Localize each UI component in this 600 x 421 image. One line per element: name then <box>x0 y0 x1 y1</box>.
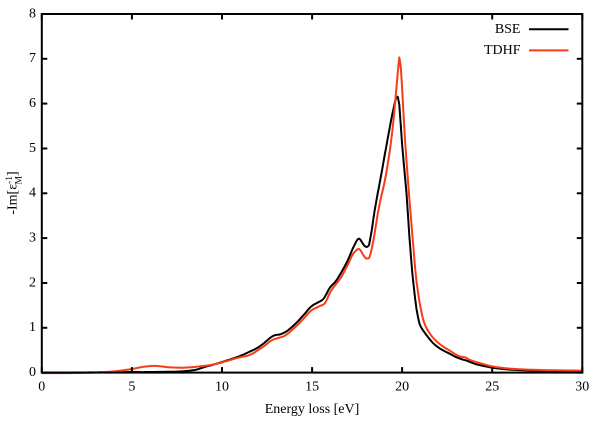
svg-text:8: 8 <box>29 6 36 21</box>
svg-text:BSE: BSE <box>495 22 521 37</box>
svg-text:25: 25 <box>485 380 499 395</box>
svg-text:20: 20 <box>395 380 409 395</box>
svg-text:2: 2 <box>29 275 36 290</box>
svg-text:1: 1 <box>29 320 36 335</box>
svg-text:15: 15 <box>305 380 319 395</box>
svg-text:30: 30 <box>575 380 589 395</box>
svg-text:0: 0 <box>38 380 45 395</box>
svg-text:5: 5 <box>128 380 135 395</box>
svg-text:Energy loss [eV]: Energy loss [eV] <box>265 402 360 417</box>
svg-text:6: 6 <box>29 96 36 111</box>
svg-text:-Im[ε-1M]: -Im[ε-1M] <box>5 171 25 214</box>
svg-text:4: 4 <box>29 186 36 201</box>
svg-text:5: 5 <box>29 141 36 156</box>
svg-text:10: 10 <box>215 380 229 395</box>
svg-text:0: 0 <box>29 365 36 380</box>
svg-text:TDHF: TDHF <box>484 43 521 58</box>
svg-text:3: 3 <box>29 230 36 245</box>
svg-text:7: 7 <box>29 51 36 66</box>
